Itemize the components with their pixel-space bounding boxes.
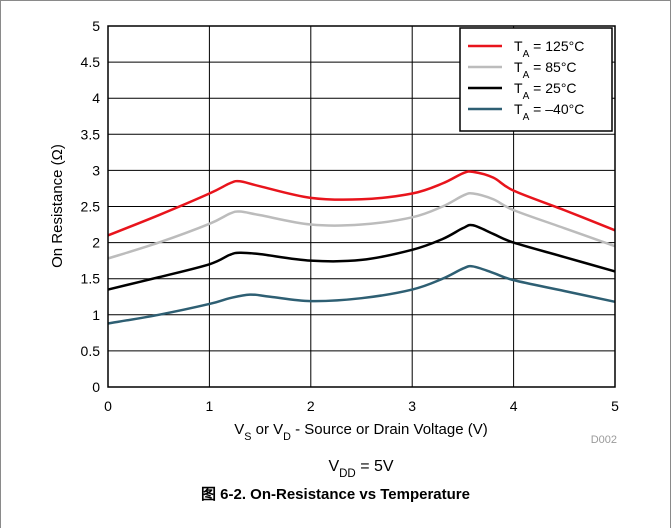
legend-label: TA = 85°C — [514, 59, 577, 81]
x-tick-label: 1 — [206, 398, 214, 414]
y-tick-label: 2.5 — [81, 199, 101, 215]
x-tick-label: 4 — [510, 398, 518, 414]
y-tick-label: 4 — [92, 90, 100, 106]
y-tick-label: 3.5 — [81, 126, 101, 142]
x-tick-label: 2 — [307, 398, 315, 414]
text-run: T — [514, 101, 523, 117]
subscript: A — [523, 91, 530, 102]
y-tick-label: 5 — [92, 18, 100, 34]
y-tick-label: 0.5 — [81, 343, 101, 359]
text-run: = 85°C — [529, 59, 576, 75]
y-axis-title: On Resistance (Ω) — [49, 144, 66, 268]
condition-label: VDD = 5V — [328, 458, 393, 480]
x-axis-title: VS or VD - Source or Drain Voltage (V) — [234, 421, 487, 443]
text-run: or V — [251, 421, 283, 438]
legend: TA = 125°CTA = 85°CTA = 25°CTA = –40°C — [459, 27, 613, 132]
text-run: V — [234, 421, 244, 438]
legend-label: TA = –40°C — [514, 101, 584, 123]
y-tick-label: 1 — [92, 307, 100, 323]
text-run: - Source or Drain Voltage (V) — [291, 421, 488, 438]
legend-label: TA = 125°C — [514, 38, 584, 60]
subscript: A — [523, 112, 530, 123]
text-run: = 25°C — [529, 80, 576, 96]
text-run: V — [328, 458, 339, 475]
text-run: = –40°C — [529, 101, 584, 117]
y-tick-label: 3 — [92, 162, 100, 178]
y-tick-label: 0 — [92, 379, 100, 395]
text-run: T — [514, 59, 523, 75]
text-run: = 125°C — [529, 38, 584, 54]
y-tick-label: 4.5 — [81, 54, 101, 70]
subscript: D — [283, 431, 291, 443]
subscript: DD — [339, 468, 356, 480]
tick-labels: 0 1 2 3 4 5 0 0.5 1 1.5 2 2.5 3 3.5 4 4.5 5 — [81, 18, 620, 414]
figure-code: D002 — [591, 434, 617, 446]
subscript: A — [523, 70, 530, 81]
series-line-0 — [107, 170, 616, 237]
x-tick-label: 3 — [408, 398, 416, 414]
x-tick-label: 5 — [611, 398, 619, 414]
series-line-1 — [107, 192, 616, 260]
subscript: A — [523, 49, 530, 60]
text-run: T — [514, 80, 523, 96]
series-line-2 — [107, 223, 616, 291]
plot-area-border — [107, 25, 616, 388]
text-run: = 5V — [356, 458, 394, 475]
text-run: T — [514, 38, 523, 54]
x-tick-label: 0 — [104, 398, 112, 414]
series-lines — [107, 170, 616, 325]
subscript: S — [244, 431, 251, 443]
legend-label: TA = 25°C — [514, 80, 577, 102]
series-line-3 — [107, 264, 616, 325]
y-tick-label: 2 — [92, 235, 100, 251]
figure-caption: 图 6-2. On-Resistance vs Temperature — [201, 486, 470, 503]
y-tick-label: 1.5 — [81, 271, 101, 287]
